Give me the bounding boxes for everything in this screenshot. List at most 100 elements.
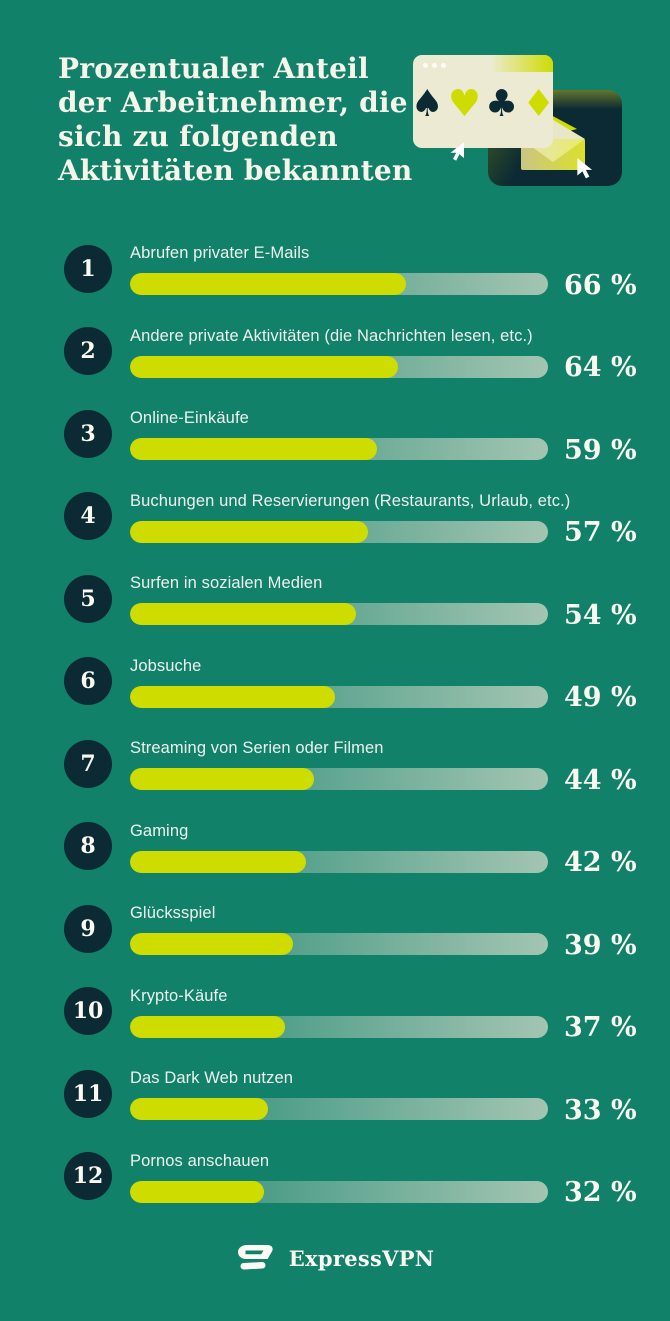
rank-number: 5 [80,585,96,612]
percentage-value: 57 % [564,517,637,548]
activity-label: Krypto-Käufe [130,986,228,1005]
activity-label: Andere private Aktivitäten (die Nachrich… [130,326,533,345]
chart-row: 2 Andere private Aktivitäten (die Nachri… [64,325,648,383]
rank-number: 3 [80,420,96,447]
bar-fill [130,933,294,955]
percentage-value: 64 % [564,352,637,383]
rank-number: 2 [80,338,96,364]
bar-fill [130,768,314,790]
rank-number: 4 [80,503,96,529]
row-content: Gaming 42 % [130,820,648,878]
bar-track [130,685,548,708]
row-content: Abrufen privater E-Mails 66 % [130,242,648,301]
activity-label: Online-Einkäufe [130,409,249,427]
title-line: sich zu folgenden [58,120,338,153]
bar-line: 66 % [130,270,648,301]
window-dots [423,63,446,68]
chart-row: 10 Krypto-Käufe 37 % [64,985,648,1043]
chart-row: 1 Abrufen privater E-Mails 66 % [64,242,648,301]
activity-label: Pornos anschauen [130,1151,270,1170]
rank-number: 9 [80,915,96,942]
rank-badge: 10 [64,987,112,1035]
chart-row: 8 Gaming 42 % [64,820,648,878]
percentage-value: 33 % [564,1094,637,1126]
spade-icon: ♠ [410,82,444,125]
rank-badge: 8 [64,822,112,870]
rank-badge: 4 [64,492,112,540]
cursor-icon [577,158,593,179]
bar-fill [130,685,335,708]
percentage-value: 42 % [564,847,637,878]
bar-track [130,273,548,295]
bar-line: 54 % [130,600,648,631]
activity-label: Gaming [130,821,189,840]
row-content: Pornos anschauen 32 % [130,1150,648,1208]
row-content: Andere private Aktivitäten (die Nachrich… [130,325,648,383]
bar-fill [130,1015,285,1038]
title-line: der Arbeitnehmer, die [58,86,408,119]
row-content: Buchungen und Reservierungen (Restaurant… [130,490,648,548]
rank-number: 12 [72,1163,104,1189]
rank-badge: 9 [64,904,112,953]
bar-line: 57 % [130,517,648,548]
footer: ExpressVPN [0,1243,670,1273]
bar-line: 49 % [130,682,648,713]
rank-badge: 5 [64,574,112,623]
percentage-value: 54 % [564,599,637,631]
bar-line: 59 % [130,435,648,466]
rank-number: 6 [80,668,96,694]
rank-number: 8 [80,833,96,859]
cursor-icon [450,142,464,161]
chart-row: 4 Buchungen und Reservierungen (Restaura… [64,490,648,548]
activity-label: Surfen in sozialen Medien [130,574,323,592]
bar-fill [130,850,306,873]
bar-line: 37 % [130,1012,648,1043]
bar-line: 64 % [130,352,648,383]
activity-label: Abrufen privater E-Mails [130,244,310,262]
chart-row: 12 Pornos anschauen 32 % [64,1150,648,1208]
row-content: Krypto-Käufe 37 % [130,985,648,1043]
chart-row: 3 Online-Einkäufe 59 % [64,407,648,466]
chart-row: 6 Jobsuche 49 % [64,655,648,713]
activity-label: Buchungen und Reservierungen (Restaurant… [130,491,571,510]
percentage-value: 37 % [564,1012,637,1043]
rank-badge: 11 [64,1069,112,1118]
percentage-value: 49 % [564,682,637,713]
bar-track [130,768,548,790]
bar-fill [130,438,377,460]
bar-fill [130,603,356,625]
bar-track [130,355,548,378]
percentage-value: 39 % [564,929,637,961]
percentage-value: 32 % [564,1177,637,1208]
bar-line: 39 % [130,930,648,961]
activity-label: Jobsuche [130,656,202,675]
window-corner-glow [487,55,553,72]
bar-line: 32 % [130,1177,648,1208]
rank-number: 7 [80,750,96,777]
heart-icon: ♥ [447,82,481,125]
chart-row: 11 Das Dark Web nutzen 33 % [64,1067,648,1126]
bar-fill [130,1180,264,1203]
rank-badge: 3 [64,409,112,458]
diamond-icon: ♦ [522,82,556,125]
window-dot [441,63,446,68]
row-content: Streaming von Serien oder Filmen 44 % [130,737,648,796]
percentage-value: 59 % [564,434,637,466]
chart-row: 9 Glücksspiel 39 % [64,902,648,961]
bar-chart: 1 Abrufen privater E-Mails 66 % 2 Andere… [64,242,648,1232]
window-dot [423,63,428,68]
row-content: Das Dark Web nutzen 33 % [130,1067,648,1126]
header-illustration: ♠ ♥ ♣ ♦ [400,45,670,200]
rank-badge: 2 [64,327,112,375]
bar-fill [130,355,398,378]
row-content: Surfen in sozialen Medien 54 % [130,572,648,631]
bar-track [130,1015,548,1038]
rank-badge: 12 [64,1152,112,1200]
bar-line: 42 % [130,847,648,878]
bar-track [130,1180,548,1203]
activity-label: Streaming von Serien oder Filmen [130,739,384,757]
title-line: Prozentualer Anteil [58,52,369,85]
chart-row: 7 Streaming von Serien oder Filmen 44 % [64,737,648,796]
browser-window: ♠ ♥ ♣ ♦ [410,55,556,148]
